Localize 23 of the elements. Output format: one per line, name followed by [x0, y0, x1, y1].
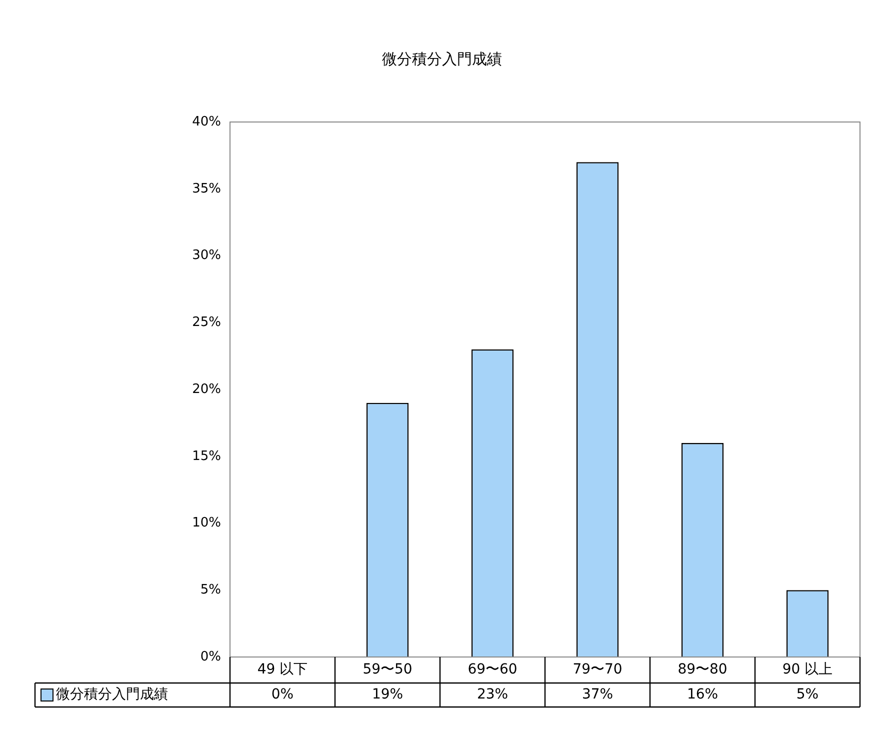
x-tick-label: 89〜80 [678, 662, 728, 678]
legend-label: 微分積分入門成績 [56, 686, 168, 703]
chart-title: 微分積分入門成績 [382, 50, 502, 68]
data-label: 16% [686, 686, 718, 703]
y-tick-label: 25% [192, 315, 221, 330]
y-tick-label: 35% [192, 181, 221, 196]
data-label: 0% [271, 686, 294, 703]
y-tick-label: 40% [192, 114, 221, 130]
y-tick-label: 5% [200, 582, 221, 598]
data-label: 37% [582, 686, 614, 703]
x-tick-label: 90 以上 [782, 662, 833, 678]
data-label: 5% [796, 686, 819, 703]
y-tick-label: 10% [192, 516, 221, 531]
y-tick-label: 30% [192, 248, 221, 264]
y-tick-label: 20% [192, 382, 221, 397]
x-tick-label: 79〜70 [572, 662, 622, 678]
y-tick-label: 0% [200, 649, 221, 664]
x-tick-label: 59〜50 [362, 662, 412, 678]
data-label: 19% [372, 686, 404, 703]
data-label: 23% [476, 686, 508, 703]
x-tick-label: 49 以下 [257, 662, 308, 678]
x-tick-label: 69〜60 [468, 662, 518, 678]
y-tick-label: 15% [192, 448, 221, 464]
